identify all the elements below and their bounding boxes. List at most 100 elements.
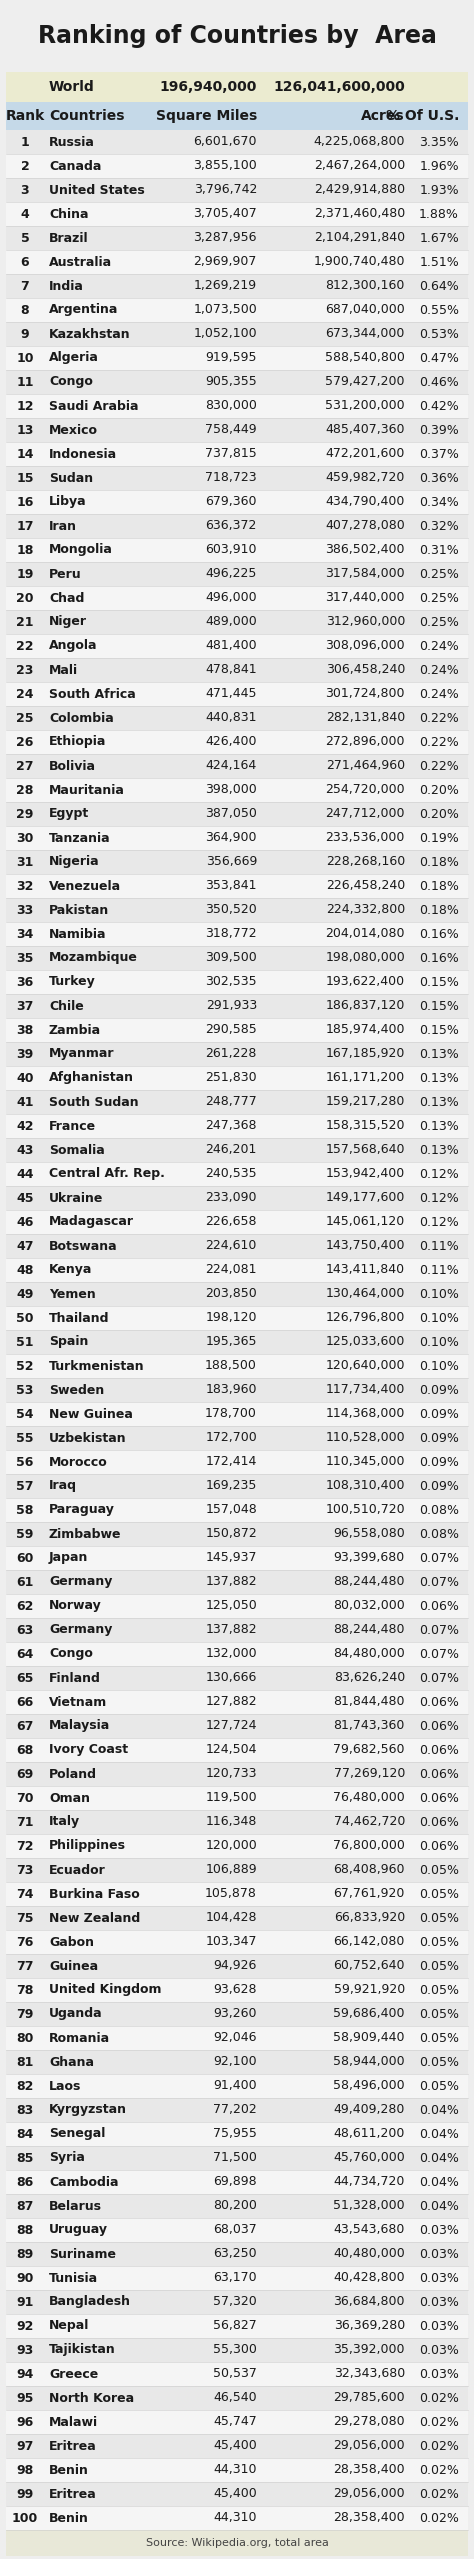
Text: 0.05%: 0.05% — [419, 1889, 459, 1901]
Text: 0.04%: 0.04% — [419, 2175, 459, 2188]
Bar — [6, 2362, 468, 2385]
Text: 65: 65 — [16, 1671, 34, 1684]
Text: 126,041,600,000: 126,041,600,000 — [273, 79, 405, 95]
Text: 52: 52 — [16, 1359, 34, 1372]
Text: 6,601,670: 6,601,670 — [193, 136, 257, 148]
Text: 318,772: 318,772 — [205, 926, 257, 942]
Text: 74: 74 — [16, 1889, 34, 1901]
Text: 89: 89 — [17, 2247, 34, 2260]
Text: 0.04%: 0.04% — [419, 2127, 459, 2139]
Text: 157,568,640: 157,568,640 — [326, 1144, 405, 1157]
Text: 73: 73 — [16, 1863, 34, 1876]
Text: Syria: Syria — [49, 2152, 85, 2165]
Text: Namibia: Namibia — [49, 926, 107, 942]
Text: 49,409,280: 49,409,280 — [334, 2103, 405, 2116]
Text: 0.15%: 0.15% — [419, 1001, 459, 1013]
Text: 91: 91 — [16, 2295, 34, 2308]
Bar — [6, 2482, 468, 2505]
Bar — [6, 1715, 468, 1738]
Text: Morocco: Morocco — [49, 1456, 108, 1469]
Text: 636,372: 636,372 — [206, 519, 257, 532]
Bar — [6, 993, 468, 1018]
Text: Eritrea: Eritrea — [49, 2487, 97, 2500]
Text: 0.06%: 0.06% — [419, 1743, 459, 1755]
Text: 251,830: 251,830 — [205, 1072, 257, 1085]
Text: 254,720,000: 254,720,000 — [325, 783, 405, 796]
Bar — [6, 2385, 468, 2411]
Text: 0.16%: 0.16% — [419, 952, 459, 965]
Text: Bolivia: Bolivia — [49, 760, 96, 773]
Text: 233,090: 233,090 — [206, 1192, 257, 1205]
Text: 0.09%: 0.09% — [419, 1456, 459, 1469]
Text: 28: 28 — [16, 783, 34, 796]
Text: 29,785,600: 29,785,600 — [333, 2393, 405, 2405]
Text: 30: 30 — [16, 832, 34, 844]
Text: 54: 54 — [16, 1407, 34, 1420]
Text: Peru: Peru — [49, 568, 82, 581]
Text: 29,278,080: 29,278,080 — [333, 2416, 405, 2428]
Text: Botswana: Botswana — [49, 1239, 118, 1251]
Bar — [6, 2219, 468, 2242]
Text: 1,900,740,480: 1,900,740,480 — [313, 256, 405, 269]
Text: Uruguay: Uruguay — [49, 2224, 108, 2237]
Bar — [6, 1259, 468, 1282]
Bar — [6, 1402, 468, 1425]
Text: 84,480,000: 84,480,000 — [333, 1648, 405, 1661]
Text: Ethiopia: Ethiopia — [49, 734, 106, 747]
Text: 130,464,000: 130,464,000 — [326, 1287, 405, 1300]
Text: 0.02%: 0.02% — [419, 2510, 459, 2526]
Text: 67: 67 — [16, 1720, 34, 1732]
Text: 0.07%: 0.07% — [419, 1671, 459, 1684]
Text: 0.10%: 0.10% — [419, 1359, 459, 1372]
Text: Tanzania: Tanzania — [49, 832, 110, 844]
Text: Chad: Chad — [49, 591, 84, 604]
Text: 9: 9 — [21, 328, 29, 340]
Text: Burkina Faso: Burkina Faso — [49, 1889, 140, 1901]
Text: 407,278,080: 407,278,080 — [325, 519, 405, 532]
Text: 44,310: 44,310 — [213, 2464, 257, 2477]
Text: Indonesia: Indonesia — [49, 448, 117, 461]
Text: 0.13%: 0.13% — [419, 1144, 459, 1157]
Bar — [6, 850, 468, 875]
Text: 74,462,720: 74,462,720 — [334, 1814, 405, 1830]
Text: 0.06%: 0.06% — [419, 1814, 459, 1830]
Bar — [6, 297, 468, 322]
Text: 68,037: 68,037 — [213, 2224, 257, 2237]
Bar — [6, 489, 468, 514]
Bar — [6, 1643, 468, 1666]
Bar — [6, 2121, 468, 2147]
Text: New Guinea: New Guinea — [49, 1407, 133, 1420]
Text: 45,400: 45,400 — [213, 2487, 257, 2500]
Text: 308,096,000: 308,096,000 — [325, 640, 405, 653]
Text: Kenya: Kenya — [49, 1264, 92, 1277]
Text: 387,050: 387,050 — [205, 809, 257, 821]
Text: 0.11%: 0.11% — [419, 1264, 459, 1277]
Text: 51,328,000: 51,328,000 — [333, 2201, 405, 2214]
Text: 0.18%: 0.18% — [419, 880, 459, 893]
Text: 0.39%: 0.39% — [419, 422, 459, 438]
Text: 188,500: 188,500 — [205, 1359, 257, 1372]
Text: Brazil: Brazil — [49, 230, 89, 246]
Text: Mali: Mali — [49, 663, 78, 676]
Text: 108,310,400: 108,310,400 — [326, 1479, 405, 1492]
Text: United Kingdom: United Kingdom — [49, 1983, 162, 1996]
Text: 92,046: 92,046 — [213, 2032, 257, 2045]
Text: 3: 3 — [21, 184, 29, 197]
Text: 679,360: 679,360 — [206, 496, 257, 509]
Text: Turkey: Turkey — [49, 975, 96, 988]
Text: 44: 44 — [16, 1167, 34, 1180]
Text: 36: 36 — [17, 975, 34, 988]
Text: 228,268,160: 228,268,160 — [326, 855, 405, 868]
Text: 2,104,291,840: 2,104,291,840 — [314, 230, 405, 246]
Text: 110,528,000: 110,528,000 — [325, 1430, 405, 1443]
Text: 68,408,960: 68,408,960 — [334, 1863, 405, 1876]
Text: 59,686,400: 59,686,400 — [334, 2006, 405, 2022]
Text: Spain: Spain — [49, 1336, 88, 1349]
Text: 25: 25 — [16, 711, 34, 724]
Text: 246,201: 246,201 — [206, 1144, 257, 1157]
Text: 0.02%: 0.02% — [419, 2439, 459, 2452]
Bar — [6, 1185, 468, 1210]
Text: United States: United States — [49, 184, 145, 197]
Text: New Zealand: New Zealand — [49, 1912, 140, 1924]
Text: South Africa: South Africa — [49, 688, 136, 701]
